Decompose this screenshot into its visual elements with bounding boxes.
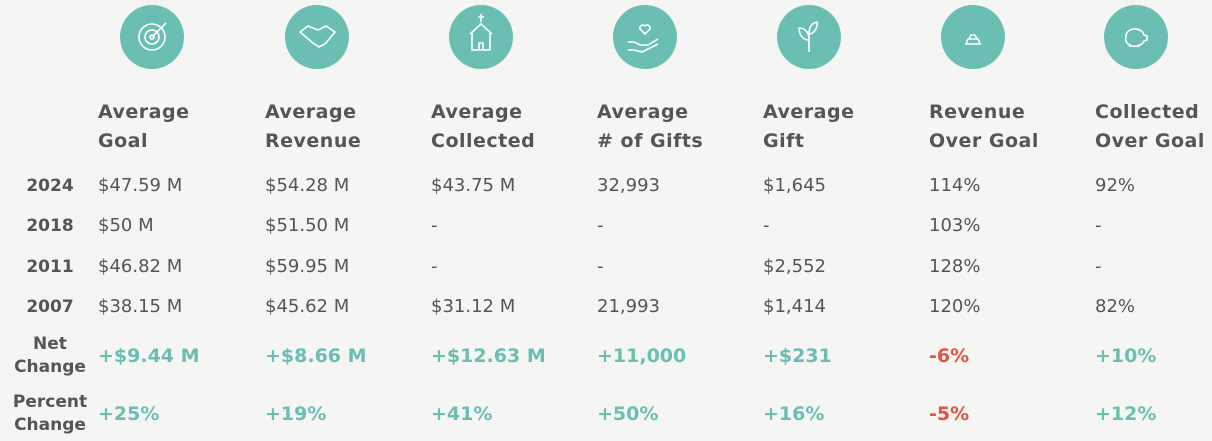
- cell: -: [431, 256, 438, 277]
- column-header: Average Gift: [763, 98, 854, 156]
- icon-gold: [941, 5, 1005, 69]
- cell: -5%: [929, 403, 970, 425]
- text-line: Revenue: [265, 130, 362, 152]
- cell: -: [597, 215, 604, 236]
- column-header: Collected Over Goal: [1095, 98, 1205, 156]
- icon-target: [120, 5, 184, 69]
- row-label: 2007: [10, 296, 90, 319]
- icon-piggy: [1104, 5, 1168, 69]
- cell: -: [597, 256, 604, 277]
- cell: 103%: [929, 215, 981, 236]
- text-line: Percent: [12, 392, 88, 412]
- column-header: Average Collected: [431, 98, 535, 156]
- cell: 32,993: [597, 175, 660, 196]
- text-line: Goal: [98, 130, 148, 152]
- icon-church: [449, 5, 513, 69]
- icon-handshake: [285, 5, 349, 69]
- text-line: Gift: [763, 130, 805, 152]
- text-line: Average: [98, 101, 190, 123]
- cell: $1,645: [763, 175, 826, 196]
- text-line: Over Goal: [929, 130, 1039, 152]
- cell: 128%: [929, 256, 981, 277]
- cell: $50 M: [98, 215, 154, 236]
- cell: $45.62 M: [265, 296, 350, 317]
- cell: 82%: [1095, 296, 1136, 317]
- column-header: Revenue Over Goal: [929, 98, 1039, 156]
- cell: $51.50 M: [265, 215, 350, 236]
- text-line: 2007: [26, 297, 74, 317]
- text-line: Average: [597, 101, 689, 123]
- text-line: Average: [431, 101, 523, 123]
- text-line: 2018: [26, 216, 74, 236]
- text-line: 2011: [26, 257, 74, 277]
- cell: $31.12 M: [431, 296, 516, 317]
- cell: -: [431, 215, 438, 236]
- cell: +$231: [763, 345, 832, 367]
- column-header: Average Goal: [98, 98, 189, 156]
- icons: [120, 5, 1168, 69]
- cell: +50%: [597, 403, 659, 425]
- row-label: Net Change: [10, 333, 90, 379]
- cell: +$9.44 M: [98, 345, 200, 367]
- cell: $47.59 M: [98, 175, 183, 196]
- cell: $54.28 M: [265, 175, 350, 196]
- cell: -: [1095, 215, 1102, 236]
- row-label: Percent Change: [10, 391, 90, 437]
- text-line: Average: [763, 101, 855, 123]
- cell: $2,552: [763, 256, 826, 277]
- column-header: Average # of Gifts: [597, 98, 703, 156]
- cell: -: [763, 215, 770, 236]
- cell: +12%: [1095, 403, 1157, 425]
- cell: +16%: [763, 403, 825, 425]
- cell: +25%: [98, 403, 160, 425]
- cell: $38.15 M: [98, 296, 183, 317]
- icon-heart-hand: [613, 5, 677, 69]
- text-line: Average: [265, 101, 357, 123]
- text-line: Change: [14, 357, 86, 377]
- column-header: Average Revenue: [265, 98, 361, 156]
- cell: -: [1095, 256, 1102, 277]
- cell: -6%: [929, 345, 970, 367]
- row-label: 2011: [10, 256, 90, 279]
- cell: 21,993: [597, 296, 660, 317]
- text-line: Net: [33, 334, 67, 354]
- cell: +10%: [1095, 345, 1157, 367]
- cell: +$8.66 M: [265, 345, 367, 367]
- cell: 120%: [929, 296, 981, 317]
- text-line: Collected: [431, 130, 536, 152]
- cell: +19%: [265, 403, 327, 425]
- text-line: 2024: [26, 176, 74, 196]
- cell: +41%: [431, 403, 493, 425]
- cell: $59.95 M: [265, 256, 350, 277]
- text-line: # of Gifts: [597, 130, 704, 152]
- cell: $1,414: [763, 296, 826, 317]
- cell: +$12.63 M: [431, 345, 546, 367]
- text-line: Change: [14, 415, 86, 435]
- icon-plant: [777, 5, 841, 69]
- text-line: Revenue: [929, 101, 1026, 123]
- row-label: 2018: [10, 215, 90, 238]
- cell: 114%: [929, 175, 981, 196]
- row-label: 2024: [10, 175, 90, 198]
- cell: +11,000: [597, 345, 687, 367]
- cell: 92%: [1095, 175, 1136, 196]
- text-line: Collected: [1095, 101, 1200, 123]
- text-line: Over Goal: [1095, 130, 1205, 152]
- cell: $43.75 M: [431, 175, 516, 196]
- cell: $46.82 M: [98, 256, 183, 277]
